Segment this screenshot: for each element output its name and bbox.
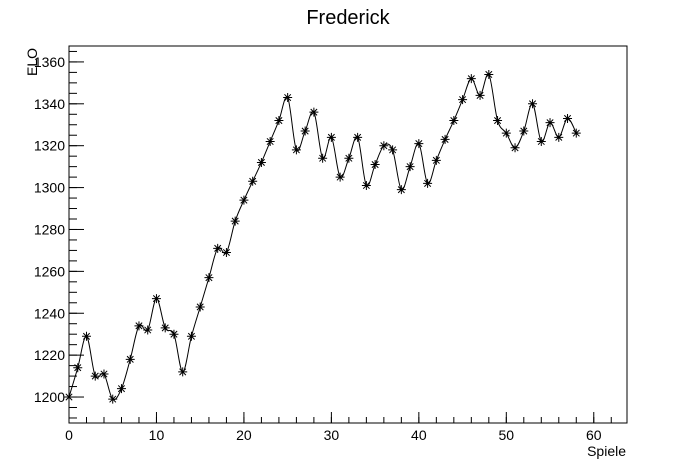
y-tick-label: 1320: [34, 138, 65, 154]
point-marker: [239, 195, 249, 205]
point-marker: [326, 132, 336, 142]
point-marker: [554, 132, 564, 142]
point-marker: [99, 369, 109, 379]
point-marker: [545, 118, 555, 128]
y-tick-label: 1260: [34, 263, 65, 279]
point-marker: [309, 107, 319, 117]
point-marker: [204, 273, 214, 283]
y-tick-label: 1280: [34, 221, 65, 237]
point-marker: [265, 137, 275, 147]
point-marker: [221, 248, 231, 258]
point-marker: [361, 180, 371, 190]
point-marker: [493, 116, 503, 126]
y-axis-label: ELO: [24, 48, 40, 76]
point-marker: [248, 176, 258, 186]
point-marker: [195, 302, 205, 312]
y-tick-label: 1220: [34, 347, 65, 363]
point-marker: [344, 153, 354, 163]
point-marker: [151, 294, 161, 304]
point-marker: [169, 329, 179, 339]
point-marker: [519, 126, 529, 136]
point-marker: [458, 95, 468, 105]
y-tick-label: 1340: [34, 96, 65, 112]
point-marker: [466, 74, 476, 84]
plot-frame: [68, 45, 628, 424]
point-marker: [370, 160, 380, 170]
point-marker: [501, 128, 511, 138]
point-marker: [528, 99, 538, 109]
point-marker: [431, 155, 441, 165]
x-tick-label: 40: [411, 427, 427, 443]
point-marker: [388, 145, 398, 155]
point-marker: [81, 331, 91, 341]
point-marker: [178, 367, 188, 377]
point-marker: [318, 153, 328, 163]
point-marker: [186, 331, 196, 341]
point-marker: [536, 137, 546, 147]
point-marker: [274, 116, 284, 126]
point-marker: [423, 178, 433, 188]
x-tick-label: 60: [586, 427, 602, 443]
x-tick-label: 10: [149, 427, 165, 443]
x-axis-label: Spiele: [587, 443, 626, 459]
point-marker: [396, 185, 406, 195]
x-tick-label: 20: [236, 427, 252, 443]
y-tick-label: 1240: [34, 305, 65, 321]
point-marker: [125, 354, 135, 364]
point-marker: [440, 134, 450, 144]
chart-title: Frederick: [306, 7, 390, 29]
point-marker: [475, 90, 485, 100]
point-marker: [143, 325, 153, 335]
point-marker: [73, 363, 83, 373]
point-marker: [405, 162, 415, 172]
point-marker: [571, 128, 581, 138]
x-tick-label: 50: [499, 427, 515, 443]
point-marker: [64, 392, 74, 402]
point-marker: [108, 394, 118, 404]
point-marker: [353, 132, 363, 142]
point-marker: [283, 93, 293, 103]
point-marker: [256, 157, 266, 167]
point-marker: [510, 143, 520, 153]
y-tick-label: 1200: [34, 389, 65, 405]
point-marker: [563, 113, 573, 123]
point-marker: [134, 321, 144, 331]
point-marker: [291, 145, 301, 155]
point-marker: [379, 141, 389, 151]
point-marker: [230, 216, 240, 226]
point-marker: [449, 116, 459, 126]
point-marker: [335, 172, 345, 182]
y-tick-label: 1300: [34, 180, 65, 196]
point-marker: [90, 371, 100, 381]
point-marker: [116, 384, 126, 394]
point-marker: [414, 139, 424, 149]
point-marker: [160, 323, 170, 333]
point-marker: [213, 243, 223, 253]
y-tick-label: 1360: [34, 54, 65, 70]
point-marker: [300, 126, 310, 136]
point-marker: [484, 69, 494, 79]
x-tick-label: 30: [324, 427, 340, 443]
x-tick-label: 0: [65, 427, 73, 443]
